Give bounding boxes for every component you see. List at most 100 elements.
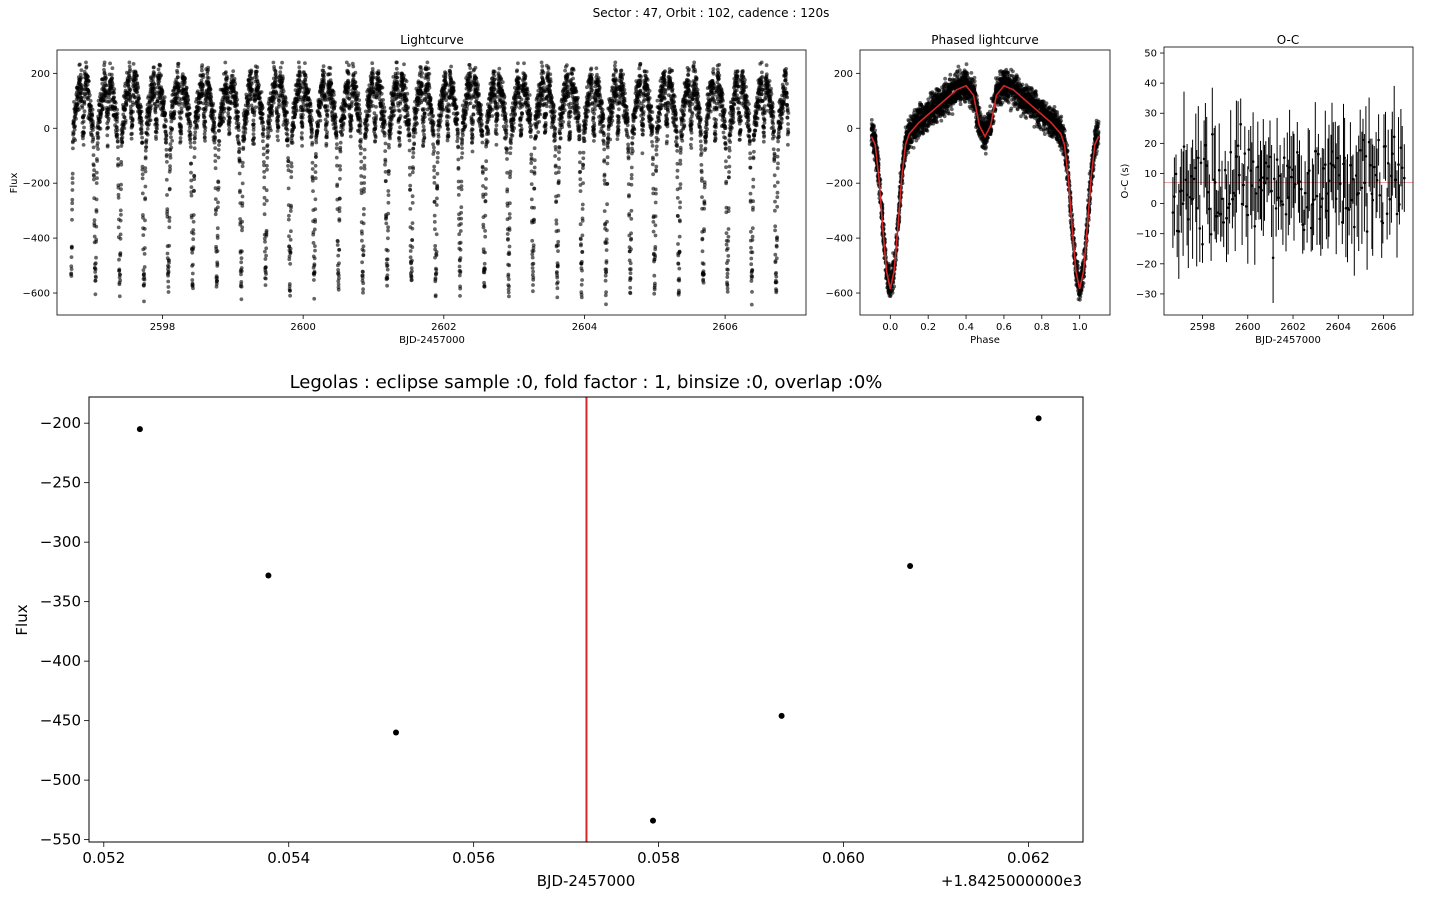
lightcurve-point (357, 102, 361, 107)
lightcurve-point (140, 172, 145, 177)
lightcurve-point (289, 203, 293, 208)
lightcurve-point (71, 131, 76, 136)
lightcurve-point (529, 197, 534, 202)
lightcurve-point (433, 293, 438, 298)
lightcurve-point (519, 97, 524, 102)
lightcurve-point (142, 265, 147, 269)
lightcurve-point (531, 243, 536, 248)
lightcurve-point (124, 102, 129, 107)
lightcurve-point (534, 134, 538, 139)
lightcurve-point (92, 168, 96, 173)
lightcurve-point (236, 128, 241, 133)
lightcurve-point (110, 76, 115, 81)
lightcurve-point (139, 109, 144, 114)
lightcurve-point (493, 87, 497, 92)
lightcurve-point (143, 196, 148, 201)
lightcurve-point (333, 118, 338, 123)
lightcurve-point (470, 135, 475, 139)
lightcurve-point (580, 202, 585, 207)
lightcurve-point (241, 145, 246, 150)
lightcurve-point (261, 134, 266, 139)
lightcurve-point (467, 63, 472, 67)
lightcurve-point (519, 126, 524, 131)
lightcurve-point (354, 84, 359, 89)
lightcurve-point (540, 93, 545, 97)
lightcurve-point (507, 244, 512, 249)
lightcurve-point (346, 80, 351, 85)
lightcurve-point (116, 157, 121, 161)
lightcurve-point (506, 277, 511, 282)
lightcurve-point (128, 87, 133, 92)
lightcurve-point (215, 236, 220, 240)
lightcurve-point (568, 133, 573, 138)
lightcurve-point (483, 213, 488, 218)
lightcurve-points (69, 60, 791, 307)
lightcurve-point (555, 275, 560, 280)
lightcurve-point (70, 217, 74, 222)
lightcurve-point (422, 135, 427, 140)
lightcurve-point (411, 151, 416, 155)
lightcurve-point (483, 192, 488, 197)
lightcurve-point (261, 139, 265, 144)
lightcurve-point (192, 188, 196, 193)
lightcurve-point (183, 76, 188, 81)
lightcurve-point (239, 280, 244, 284)
lightcurve-point (385, 257, 390, 262)
lightcurve-point (362, 175, 367, 180)
lightcurve-point (360, 231, 364, 236)
lightcurve-point (478, 108, 483, 113)
lightcurve-point (404, 79, 409, 84)
lightcurve-point (532, 205, 536, 210)
lightcurve-point (297, 65, 302, 70)
lightcurve-point (260, 105, 265, 110)
lightcurve-point (408, 187, 412, 192)
lightcurve-point (166, 273, 171, 278)
lightcurve-point (288, 293, 292, 298)
lightcurve-point (492, 82, 497, 87)
lightcurve-point (228, 106, 232, 111)
lightcurve-point (551, 104, 556, 108)
figure-suptitle: Sector : 47, Orbit : 102, cadence : 120s (593, 6, 830, 20)
lightcurve-point (191, 213, 196, 217)
lightcurve-point (427, 85, 432, 90)
lightcurve-point (376, 71, 381, 76)
lightcurve-point (328, 72, 332, 76)
lightcurve-point (506, 237, 510, 241)
lightcurve-point (314, 154, 318, 159)
lightcurve-point (508, 201, 512, 206)
lightcurve-point (472, 104, 476, 108)
lightcurve-point (118, 218, 123, 223)
lightcurve-point (113, 101, 118, 105)
lightcurve-point (527, 93, 532, 97)
lightcurve-point (231, 69, 236, 73)
lightcurve-point (257, 83, 261, 88)
lightcurve-point (329, 81, 334, 86)
lightcurve-point (483, 186, 488, 191)
lightcurve-point (156, 67, 161, 72)
lightcurve-point (446, 122, 450, 127)
lightcurve-point (106, 125, 110, 130)
lightcurve-point (397, 109, 402, 113)
lightcurve-point (456, 157, 461, 162)
lightcurve-point (226, 94, 231, 99)
lightcurve-point (383, 162, 387, 167)
lightcurve-point (365, 123, 370, 127)
lightcurve-point (553, 163, 558, 168)
lightcurve-point (86, 79, 91, 83)
lightcurve-point (116, 145, 120, 150)
lightcurve-point (436, 134, 441, 139)
lightcurve-point (300, 137, 304, 141)
lightcurve-point (143, 184, 148, 189)
lightcurve-point (237, 146, 242, 151)
lightcurve-point (203, 125, 208, 130)
lightcurve-point (143, 148, 148, 153)
lightcurve-point (187, 106, 192, 110)
lightcurve-point (191, 219, 196, 224)
lightcurve-point (94, 181, 99, 186)
lightcurve-point (240, 201, 245, 206)
lightcurve-point (139, 123, 144, 127)
lightcurve-point (153, 110, 158, 115)
lightcurve-point (552, 114, 557, 119)
lightcurve-point (217, 143, 221, 147)
